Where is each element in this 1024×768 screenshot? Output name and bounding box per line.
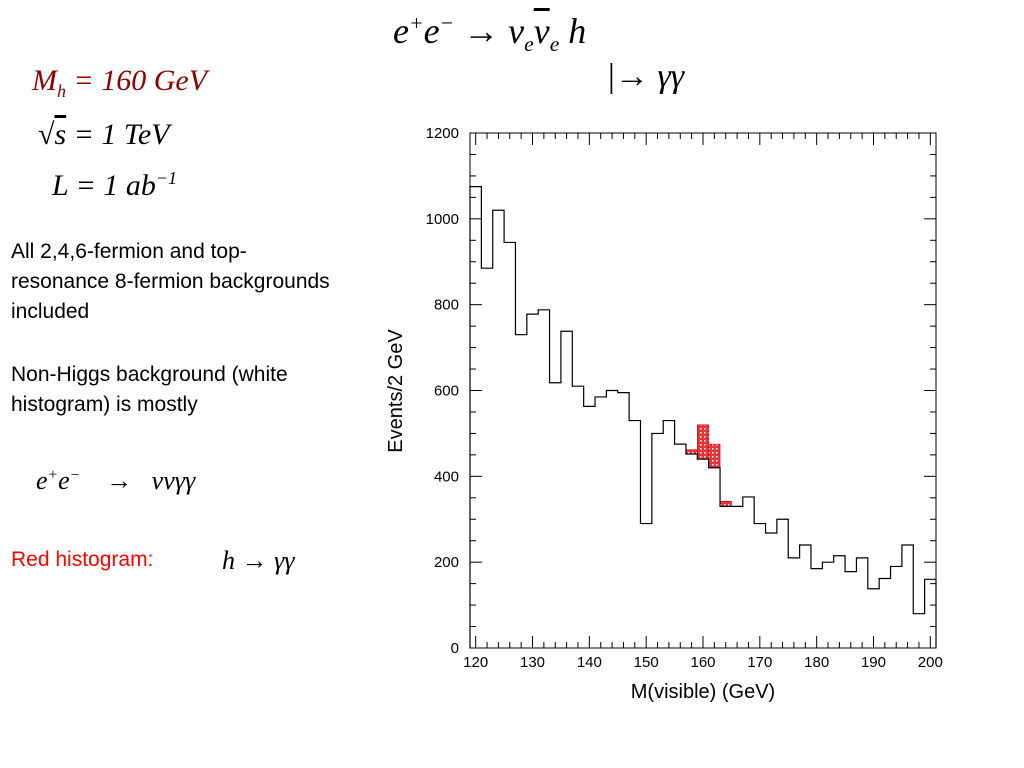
y-tick-label: 800: [434, 297, 459, 314]
x-tick-label: 120: [463, 654, 488, 671]
luminosity-label: L = 1 ab−1: [52, 168, 178, 202]
higgs-mass-label: Mh = 160 GeV: [32, 64, 208, 101]
x-tick-label: 140: [577, 654, 602, 671]
x-tick-label: 190: [861, 654, 886, 671]
red-histogram-label: Red histogram:: [11, 548, 154, 571]
process-equation: e+e− → νeνe h: [393, 11, 587, 57]
background-process-equation: e+e− → ννγγ: [36, 466, 196, 495]
background-histogram: [469, 186, 937, 648]
x-tick-label: 180: [804, 654, 829, 671]
x-tick-label: 150: [634, 654, 659, 671]
non-higgs-note: Non-Higgs background (white histogram) i…: [11, 363, 288, 416]
backgrounds-note: All 2,4,6-fermion and top-resonance 8-fe…: [11, 240, 330, 323]
plot-frame: [469, 132, 937, 649]
sqrt-s-label: √s = 1 TeV: [38, 118, 170, 151]
signal-bin: [708, 443, 721, 469]
signal-bin: [685, 449, 698, 455]
signal-bin: [719, 500, 732, 507]
x-axis-label: M(visible) (GeV): [631, 681, 775, 703]
y-tick-label: 400: [434, 468, 459, 485]
y-tick-label: 200: [434, 554, 459, 571]
x-tick-label: 130: [520, 654, 545, 671]
y-tick-label: 1200: [426, 125, 459, 142]
y-tick-label: 0: [451, 640, 459, 657]
y-tick-label: 1000: [426, 211, 459, 228]
y-tick-label: 600: [434, 383, 459, 400]
signal-bin: [697, 424, 709, 460]
x-tick-label: 200: [918, 654, 943, 671]
x-tick-label: 170: [747, 654, 772, 671]
y-axis-label: Events/2 GeV: [385, 329, 407, 453]
x-tick-label: 160: [690, 654, 715, 671]
signal-process-equation: h → γγ: [222, 546, 295, 575]
decay-equation: |→ γγ: [608, 58, 685, 95]
